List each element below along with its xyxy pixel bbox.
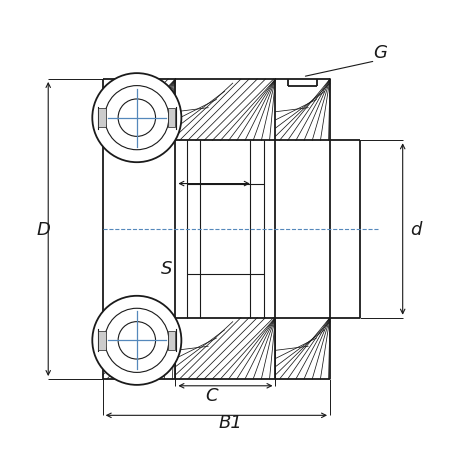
Bar [168,331,175,350]
Text: G: G [372,44,386,62]
Circle shape [92,296,181,385]
Circle shape [120,324,153,358]
Bar [98,109,106,128]
Circle shape [120,101,153,135]
Bar [98,331,106,350]
Bar [168,109,175,128]
Circle shape [92,74,181,163]
Text: S: S [160,259,172,277]
Text: d: d [410,220,421,239]
Text: B1: B1 [218,413,241,431]
Text: D: D [37,220,50,239]
Text: C: C [205,386,218,404]
